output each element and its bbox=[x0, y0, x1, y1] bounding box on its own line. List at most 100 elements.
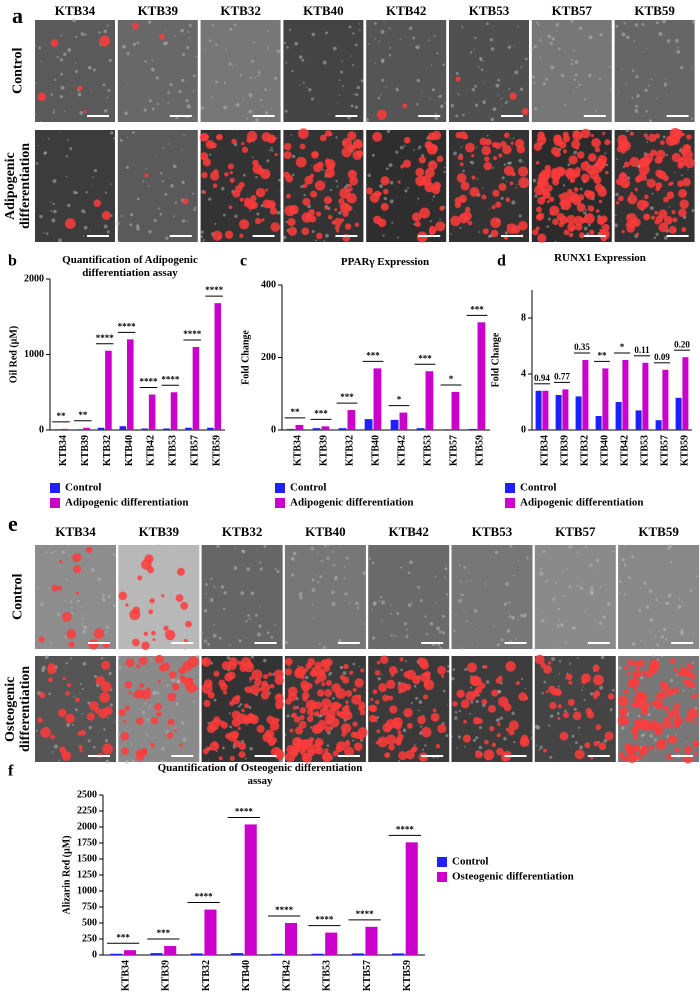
texture bbox=[348, 602, 351, 604]
stain bbox=[356, 149, 364, 157]
texture bbox=[59, 95, 63, 99]
legend-swatch bbox=[437, 872, 447, 882]
texture bbox=[499, 716, 504, 720]
texture bbox=[154, 571, 156, 574]
texture bbox=[299, 595, 303, 600]
stain bbox=[439, 206, 445, 211]
stain bbox=[640, 670, 647, 676]
texture bbox=[237, 129, 239, 131]
texture bbox=[246, 117, 248, 120]
significance-label: **** bbox=[235, 807, 254, 817]
texture bbox=[270, 149, 274, 152]
texture bbox=[475, 699, 479, 704]
stain bbox=[375, 741, 379, 745]
texture bbox=[631, 642, 636, 646]
texture bbox=[48, 692, 51, 696]
texture bbox=[192, 90, 195, 93]
stain bbox=[372, 689, 378, 695]
texture bbox=[50, 551, 54, 555]
legend-swatch bbox=[275, 483, 285, 493]
texture bbox=[614, 214, 617, 217]
bar bbox=[150, 953, 163, 955]
texture bbox=[348, 25, 352, 29]
y-tick-label: 1000 bbox=[24, 349, 44, 360]
texture bbox=[372, 636, 376, 640]
texture bbox=[159, 212, 163, 216]
stain bbox=[263, 674, 269, 680]
stain bbox=[331, 683, 341, 693]
texture bbox=[116, 221, 120, 226]
texture bbox=[182, 737, 187, 742]
texture bbox=[634, 23, 639, 27]
texture bbox=[74, 62, 77, 64]
texture bbox=[106, 96, 109, 99]
stain bbox=[332, 750, 339, 757]
texture bbox=[355, 93, 359, 97]
texture bbox=[80, 32, 85, 36]
texture bbox=[500, 97, 503, 100]
stain bbox=[633, 687, 638, 692]
texture bbox=[338, 94, 341, 97]
texture bbox=[122, 44, 126, 49]
texture bbox=[56, 612, 60, 616]
stain bbox=[101, 660, 111, 670]
texture bbox=[300, 184, 304, 189]
texture bbox=[639, 640, 642, 643]
texture bbox=[79, 682, 82, 686]
texture bbox=[308, 88, 312, 92]
stain bbox=[624, 743, 632, 751]
texture bbox=[211, 24, 215, 27]
texture bbox=[558, 660, 562, 663]
stain bbox=[231, 138, 237, 145]
stain bbox=[650, 701, 654, 705]
texture bbox=[168, 605, 171, 608]
stain bbox=[481, 698, 488, 705]
stain bbox=[316, 671, 327, 682]
texture bbox=[436, 52, 439, 55]
significance-label: *** bbox=[116, 932, 130, 942]
texture bbox=[530, 731, 533, 733]
texture bbox=[83, 225, 88, 230]
stain bbox=[86, 712, 95, 721]
texture bbox=[646, 137, 649, 140]
texture bbox=[51, 218, 56, 223]
texture bbox=[541, 611, 543, 613]
texture bbox=[52, 202, 56, 206]
texture bbox=[166, 684, 169, 687]
stain bbox=[654, 210, 659, 215]
texture bbox=[673, 171, 676, 174]
texture bbox=[413, 684, 417, 688]
texture bbox=[643, 581, 647, 585]
texture bbox=[562, 595, 565, 598]
stain bbox=[572, 711, 582, 721]
stain bbox=[301, 212, 313, 223]
texture bbox=[549, 714, 554, 718]
texture bbox=[641, 545, 643, 547]
stain bbox=[154, 654, 164, 664]
column-label: KTB57 bbox=[552, 3, 593, 18]
stain bbox=[656, 690, 666, 701]
texture bbox=[136, 41, 140, 45]
texture bbox=[514, 70, 519, 75]
column-label: KTB39 bbox=[139, 524, 180, 539]
stain bbox=[56, 585, 63, 591]
stain bbox=[637, 690, 644, 697]
texture bbox=[515, 638, 517, 641]
texture bbox=[570, 62, 574, 66]
texture bbox=[640, 676, 644, 680]
texture bbox=[555, 581, 558, 584]
stain bbox=[122, 720, 126, 724]
texture bbox=[520, 66, 523, 68]
stain bbox=[274, 152, 278, 157]
texture bbox=[434, 113, 437, 116]
texture bbox=[378, 600, 381, 603]
texture bbox=[444, 567, 448, 571]
significance-label: **** bbox=[118, 321, 137, 331]
texture bbox=[121, 746, 124, 749]
stain bbox=[99, 692, 111, 703]
stain bbox=[301, 227, 310, 236]
texture bbox=[223, 81, 227, 84]
texture bbox=[319, 575, 323, 579]
texture bbox=[552, 597, 556, 601]
stain bbox=[202, 748, 209, 755]
